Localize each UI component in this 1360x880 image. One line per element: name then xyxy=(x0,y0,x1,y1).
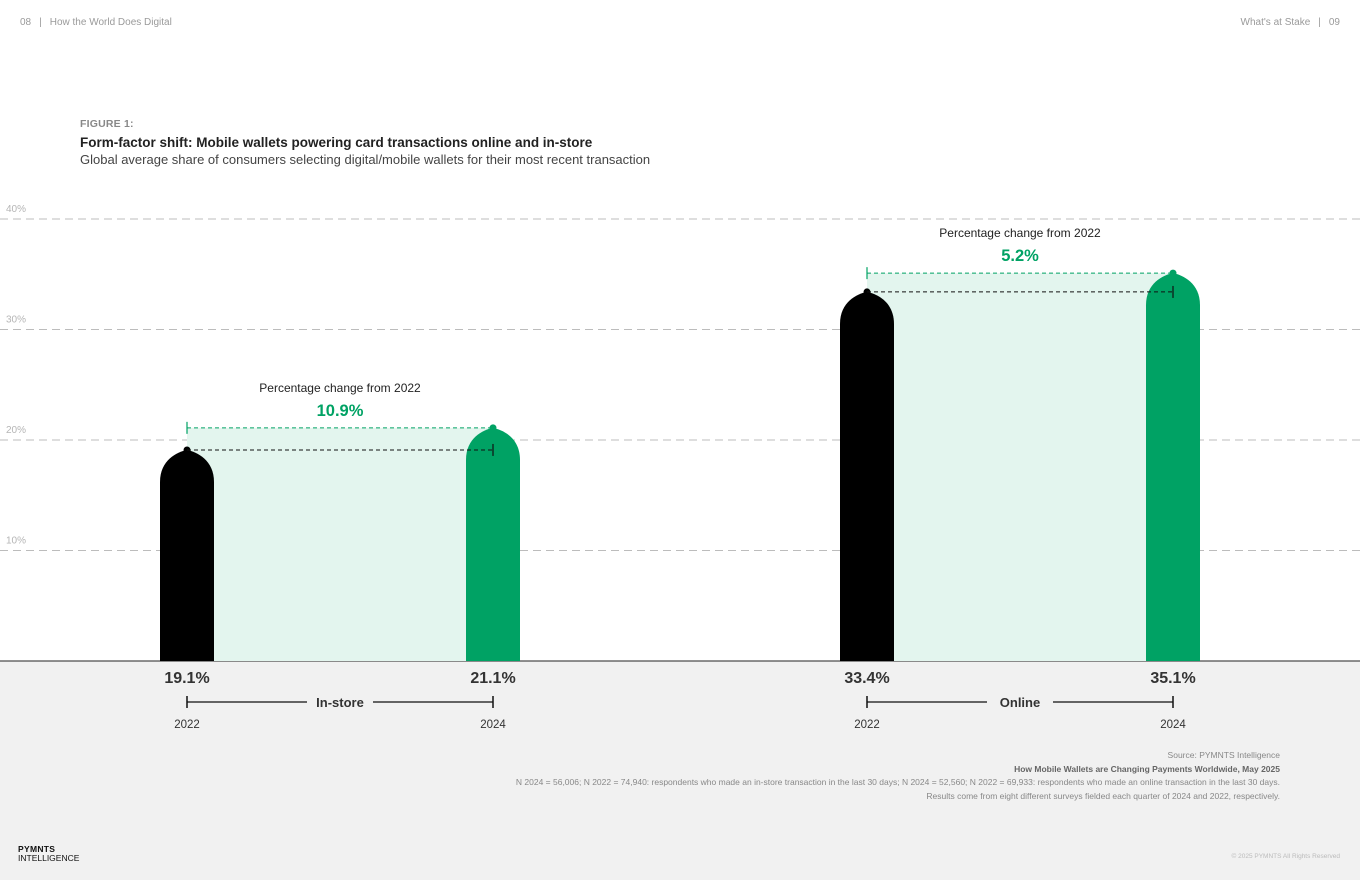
copyright: © 2025 PYMNTS All Rights Reserved xyxy=(1231,853,1340,860)
change-value: 5.2% xyxy=(1001,247,1039,265)
fill-between-bars xyxy=(187,427,493,661)
header-separator: | xyxy=(39,17,42,28)
header-left: 08 | How the World Does Digital xyxy=(20,17,172,28)
bar-2024 xyxy=(466,427,520,661)
results-line: Results come from eight different survey… xyxy=(926,790,1280,801)
bar-2022 xyxy=(160,449,214,661)
year-label: 2022 xyxy=(174,719,200,731)
value-label: 21.1% xyxy=(470,670,515,687)
pymnts-logo: PYMNTS INTELLIGENCE xyxy=(18,845,79,863)
change-value: 10.9% xyxy=(317,402,364,420)
figure-subtitle: Global average share of consumers select… xyxy=(80,152,651,167)
year-label: 2024 xyxy=(1160,719,1186,731)
year-label: 2022 xyxy=(854,719,880,731)
bottom-band xyxy=(0,661,1360,880)
fill-between-bars xyxy=(867,273,1173,661)
sample-size-line: N 2024 = 56,006; N 2022 = 74,940: respon… xyxy=(515,777,1280,787)
bar-tip-dot xyxy=(1169,269,1177,277)
y-tick-label: 10% xyxy=(6,536,26,547)
source-line: Source: PYMNTS Intelligence xyxy=(1167,750,1280,760)
y-tick-label: 40% xyxy=(6,204,26,215)
section-title: What's at Stake xyxy=(1240,17,1311,28)
bar-2024 xyxy=(1146,273,1200,661)
logo-line-2: INTELLIGENCE xyxy=(18,853,80,863)
value-label: 35.1% xyxy=(1150,670,1195,687)
figure-title: Form-factor shift: Mobile wallets poweri… xyxy=(80,135,593,150)
page-number-left: 08 xyxy=(20,17,32,28)
bar-2022 xyxy=(840,291,894,661)
y-tick-label: 20% xyxy=(6,425,26,436)
category-label: Online xyxy=(1000,695,1040,710)
bar-tip-dot xyxy=(489,424,497,432)
change-label: Percentage change from 2022 xyxy=(939,226,1101,240)
page-number-right: 09 xyxy=(1328,17,1340,28)
header-right: What's at Stake | 09 xyxy=(1241,17,1340,28)
change-label: Percentage change from 2022 xyxy=(259,381,421,395)
report-title: How the World Does Digital xyxy=(49,17,172,28)
chart: 10% 20% 30% 40% Percentage change from 2022 1… xyxy=(0,204,1360,731)
category-label: In-store xyxy=(316,695,364,710)
source-notes: Source: PYMNTS Intelligence How Mobile W… xyxy=(516,749,1280,803)
header-separator: | xyxy=(1318,17,1321,28)
report-line: How Mobile Wallets are Changing Payments… xyxy=(1014,763,1280,774)
y-tick-label: 30% xyxy=(6,315,26,326)
figure-label: FIGURE 1: xyxy=(80,118,134,130)
value-label: 33.4% xyxy=(844,670,889,687)
year-label: 2024 xyxy=(480,719,506,731)
value-label: 19.1% xyxy=(164,670,209,687)
logo-line-1: PYMNTS xyxy=(18,844,56,854)
